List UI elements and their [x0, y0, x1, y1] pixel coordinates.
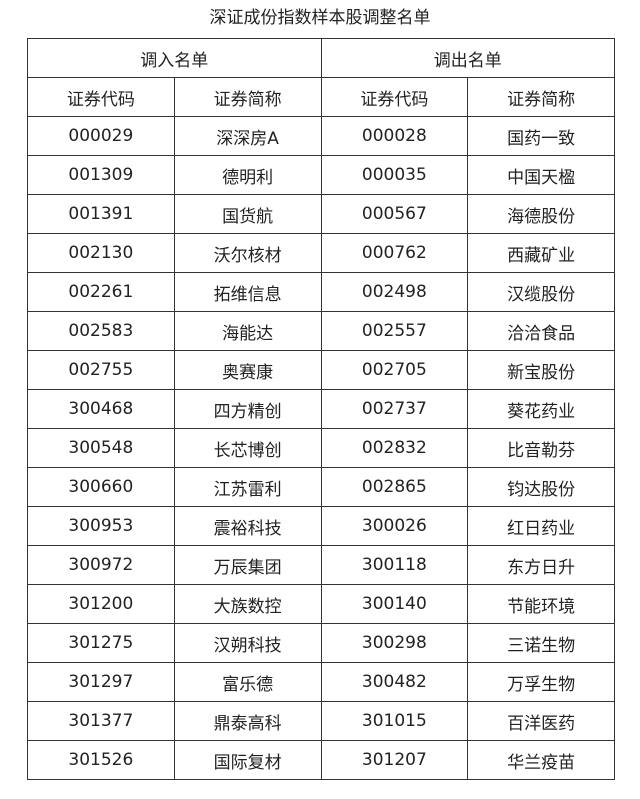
added-code-cell: 002130 — [27, 233, 175, 273]
table-row: 301275 汉朔科技 300298 三诺生物 — [27, 623, 615, 663]
removed-name-cell: 中国天楹 — [467, 155, 615, 195]
removed-name-cell: 百洋医药 — [467, 701, 615, 741]
removed-name-cell: 钧达股份 — [467, 467, 615, 507]
group-header-added: 调入名单 — [27, 38, 322, 78]
removed-code-cell: 000762 — [320, 233, 469, 273]
added-code-cell: 300953 — [27, 506, 175, 546]
added-name-cell: 富乐德 — [173, 662, 322, 702]
added-name-cell: 四方精创 — [173, 389, 322, 429]
removed-code-cell: 300298 — [320, 623, 469, 663]
added-code-cell: 002261 — [27, 272, 175, 312]
table-row: 300953 震裕科技 300026 红日药业 — [27, 506, 615, 546]
index-adjustment-table: 调入名单 调出名单 证券代码 证券简称 证券代码 证券简称 000029 深深房A… — [27, 38, 615, 780]
added-code-cell: 002755 — [27, 350, 175, 390]
removed-name-cell: 东方日升 — [467, 545, 615, 585]
removed-name-cell: 洽洽食品 — [467, 311, 615, 351]
table-row: 002130 沃尔核材 000762 西藏矿业 — [27, 233, 615, 273]
removed-name-cell: 华兰疫苗 — [467, 740, 615, 780]
removed-code-cell: 300026 — [320, 506, 469, 546]
table-row: 001309 德明利 000035 中国天楹 — [27, 155, 615, 195]
removed-name-cell: 比音勒芬 — [467, 428, 615, 468]
removed-code-cell: 002832 — [320, 428, 469, 468]
added-name-cell: 沃尔核材 — [173, 233, 322, 273]
column-header: 证券代码 — [27, 77, 175, 117]
added-code-cell: 301377 — [27, 701, 175, 741]
removed-name-cell: 葵花药业 — [467, 389, 615, 429]
table-row: 300972 万辰集团 300118 东方日升 — [27, 545, 615, 585]
added-code-cell: 301200 — [27, 584, 175, 624]
table-row: 000029 深深房A 000028 国药一致 — [27, 116, 615, 156]
table-row: 301377 鼎泰高科 301015 百洋医药 — [27, 701, 615, 741]
added-name-cell: 江苏雷利 — [173, 467, 322, 507]
table-row: 301200 大族数控 300140 节能环境 — [27, 584, 615, 624]
removed-code-cell: 301015 — [320, 701, 469, 741]
added-code-cell: 300660 — [27, 467, 175, 507]
column-header: 证券简称 — [173, 77, 322, 117]
added-code-cell: 300468 — [27, 389, 175, 429]
added-code-cell: 000029 — [27, 116, 175, 156]
added-name-cell: 万辰集团 — [173, 545, 322, 585]
removed-code-cell: 002498 — [320, 272, 469, 312]
added-name-cell: 奥赛康 — [173, 350, 322, 390]
column-header: 证券简称 — [467, 77, 615, 117]
removed-name-cell: 红日药业 — [467, 506, 615, 546]
added-name-cell: 德明利 — [173, 155, 322, 195]
column-header: 证券代码 — [320, 77, 469, 117]
group-header-removed: 调出名单 — [320, 38, 615, 78]
added-name-cell: 拓维信息 — [173, 272, 322, 312]
document-title: 深证成份指数样本股调整名单 — [209, 8, 431, 28]
removed-name-cell: 新宝股份 — [467, 350, 615, 390]
table-row: 002755 奥赛康 002705 新宝股份 — [27, 350, 615, 390]
added-name-cell: 深深房A — [173, 116, 322, 156]
added-name-cell: 长芯博创 — [173, 428, 322, 468]
added-code-cell: 001391 — [27, 194, 175, 234]
removed-code-cell: 300482 — [320, 662, 469, 702]
removed-code-cell: 300118 — [320, 545, 469, 585]
added-name-cell: 震裕科技 — [173, 506, 322, 546]
added-name-cell: 鼎泰高科 — [173, 701, 322, 741]
added-code-cell: 301297 — [27, 662, 175, 702]
added-code-cell: 001309 — [27, 155, 175, 195]
table-row: 002583 海能达 002557 洽洽食品 — [27, 311, 615, 351]
added-code-cell: 301275 — [27, 623, 175, 663]
table-row: 301526 国际复材 301207 华兰疫苗 — [27, 740, 615, 780]
removed-code-cell: 002557 — [320, 311, 469, 351]
table-row: 300660 江苏雷利 002865 钧达股份 — [27, 467, 615, 507]
removed-code-cell: 301207 — [320, 740, 469, 780]
removed-name-cell: 海德股份 — [467, 194, 615, 234]
added-name-cell: 国际复材 — [173, 740, 322, 780]
removed-code-cell: 002705 — [320, 350, 469, 390]
table-row: 300468 四方精创 002737 葵花药业 — [27, 389, 615, 429]
removed-code-cell: 000035 — [320, 155, 469, 195]
table-row: 002261 拓维信息 002498 汉缆股份 — [27, 272, 615, 312]
added-name-cell: 国货航 — [173, 194, 322, 234]
added-name-cell: 海能达 — [173, 311, 322, 351]
table-row: 001391 国货航 000567 海德股份 — [27, 194, 615, 234]
added-code-cell: 300548 — [27, 428, 175, 468]
removed-name-cell: 三诺生物 — [467, 623, 615, 663]
removed-name-cell: 西藏矿业 — [467, 233, 615, 273]
removed-code-cell: 002737 — [320, 389, 469, 429]
removed-name-cell: 国药一致 — [467, 116, 615, 156]
group-header-row: 调入名单 调出名单 — [27, 38, 615, 78]
removed-name-cell: 万孚生物 — [467, 662, 615, 702]
removed-code-cell: 000567 — [320, 194, 469, 234]
added-name-cell: 汉朔科技 — [173, 623, 322, 663]
added-code-cell: 002583 — [27, 311, 175, 351]
added-code-cell: 301526 — [27, 740, 175, 780]
removed-name-cell: 节能环境 — [467, 584, 615, 624]
added-code-cell: 300972 — [27, 545, 175, 585]
table-row: 300548 长芯博创 002832 比音勒芬 — [27, 428, 615, 468]
table-row: 301297 富乐德 300482 万孚生物 — [27, 662, 615, 702]
removed-code-cell: 300140 — [320, 584, 469, 624]
added-name-cell: 大族数控 — [173, 584, 322, 624]
column-header-row: 证券代码 证券简称 证券代码 证券简称 — [27, 77, 615, 117]
removed-code-cell: 000028 — [320, 116, 469, 156]
removed-code-cell: 002865 — [320, 467, 469, 507]
removed-name-cell: 汉缆股份 — [467, 272, 615, 312]
